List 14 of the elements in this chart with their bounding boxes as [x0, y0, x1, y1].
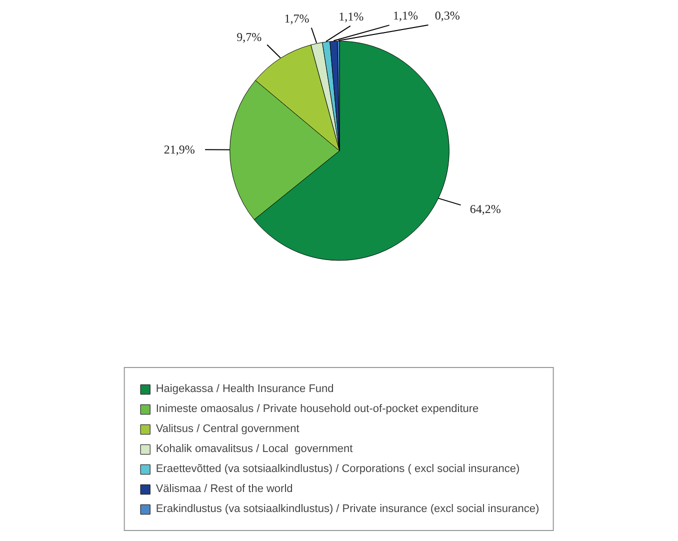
data-label: 1,7%: [284, 12, 310, 26]
legend-label: Haigekassa / Health Insurance Fund: [156, 382, 334, 396]
legend-label: Eraettevõtted (va sotsiaalkindlustus) / Corporations ( excl social insurance): [156, 462, 520, 476]
data-label: 0,3%: [434, 8, 460, 23]
legend-label: Valitsus / Central government: [156, 422, 300, 436]
legend-label: Välismaa / Rest of the world: [156, 482, 293, 496]
legend-label: Inimeste omaosalus / Private household out-of-pocket expenditure: [156, 402, 479, 416]
data-label: 1,1%: [393, 8, 418, 23]
data-label: 9,7%: [236, 30, 262, 44]
legend-label: Kohalik omavalitsus / Local government: [156, 442, 353, 456]
data-label: 1,1%: [338, 10, 364, 24]
data-label: 21,9%: [164, 142, 195, 157]
legend-label: Erakindlustus (va sotsiaalkindlustus) / Private insurance (excl social insurance): [156, 502, 540, 516]
data-label: 64,2%: [470, 202, 501, 216]
